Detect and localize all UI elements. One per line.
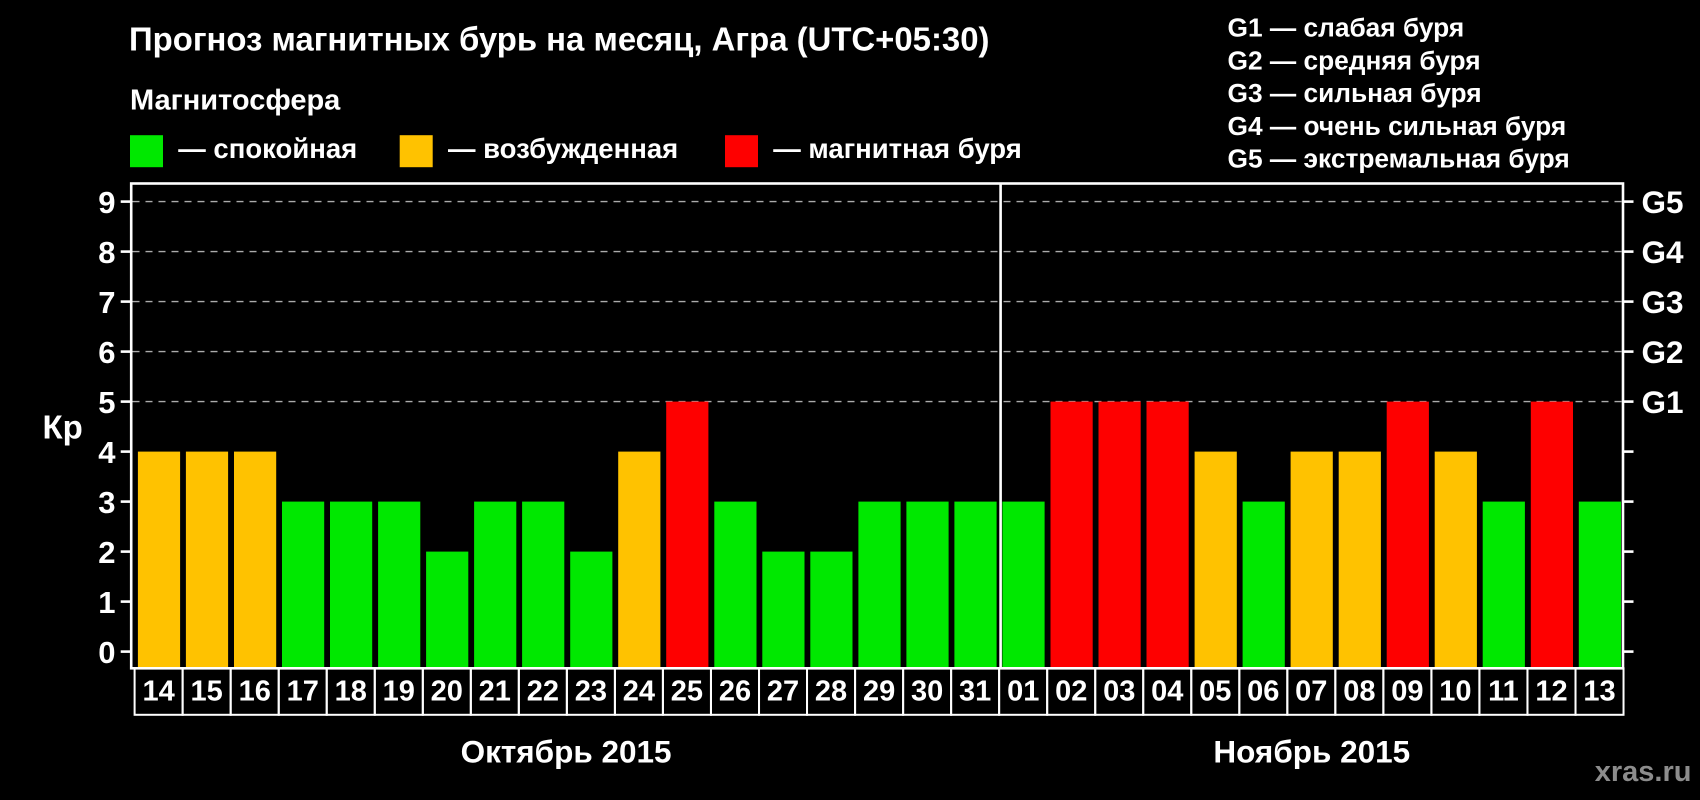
svg-text:06: 06: [1247, 676, 1279, 708]
svg-text:G3: G3: [1642, 284, 1684, 320]
svg-text:G5 — экстремальная буря: G5 — экстремальная буря: [1228, 144, 1570, 174]
svg-text:G4 — очень сильная буря: G4 — очень сильная буря: [1228, 111, 1567, 141]
svg-text:03: 03: [1103, 676, 1135, 708]
svg-text:G4: G4: [1642, 234, 1685, 270]
svg-text:13: 13: [1583, 676, 1615, 708]
svg-text:26: 26: [719, 676, 751, 708]
svg-text:21: 21: [479, 676, 511, 708]
svg-text:G2 — средняя буря: G2 — средняя буря: [1228, 45, 1481, 75]
svg-text:23: 23: [575, 676, 607, 708]
svg-text:xras.ru: xras.ru: [1595, 756, 1692, 788]
svg-text:Магнитосфера: Магнитосфера: [130, 85, 341, 117]
svg-text:G3 — сильная буря: G3 — сильная буря: [1228, 78, 1482, 108]
svg-text:16: 16: [239, 676, 271, 708]
svg-text:3: 3: [98, 485, 115, 520]
svg-text:05: 05: [1199, 676, 1231, 708]
svg-text:20: 20: [431, 676, 463, 708]
svg-text:11: 11: [1488, 676, 1519, 708]
svg-text:Октябрь 2015: Октябрь 2015: [461, 733, 672, 769]
svg-text:— спокойная: — спокойная: [178, 133, 357, 164]
svg-text:1: 1: [98, 585, 115, 620]
svg-text:17: 17: [287, 676, 319, 708]
svg-text:G2: G2: [1642, 334, 1684, 370]
svg-text:Ноябрь 2015: Ноябрь 2015: [1213, 733, 1410, 769]
svg-text:04: 04: [1151, 676, 1183, 708]
svg-text:09: 09: [1391, 676, 1423, 708]
svg-text:4: 4: [98, 435, 116, 470]
svg-text:6: 6: [98, 335, 115, 370]
svg-text:7: 7: [98, 285, 115, 320]
svg-text:12: 12: [1535, 676, 1567, 708]
svg-text:— магнитная буря: — магнитная буря: [773, 133, 1021, 164]
svg-text:9: 9: [98, 185, 115, 220]
svg-text:G1 — слабая буря: G1 — слабая буря: [1228, 13, 1465, 43]
svg-text:— возбужденная: — возбужденная: [448, 133, 678, 164]
svg-text:8: 8: [98, 235, 115, 270]
svg-text:G5: G5: [1642, 184, 1684, 220]
svg-text:15: 15: [190, 676, 222, 708]
svg-text:31: 31: [959, 676, 991, 708]
svg-text:18: 18: [335, 676, 367, 708]
svg-text:25: 25: [671, 676, 703, 708]
svg-text:5: 5: [98, 385, 115, 420]
svg-text:22: 22: [527, 676, 559, 708]
svg-text:19: 19: [383, 676, 415, 708]
svg-text:28: 28: [815, 676, 847, 708]
svg-text:14: 14: [142, 676, 174, 708]
svg-text:Кр: Кр: [43, 408, 83, 445]
svg-text:30: 30: [911, 676, 943, 708]
svg-text:24: 24: [623, 676, 655, 708]
svg-text:27: 27: [767, 676, 799, 708]
svg-text:Прогноз магнитных бурь на меся: Прогноз магнитных бурь на месяц, Агра (U…: [129, 21, 989, 58]
svg-text:0: 0: [98, 635, 115, 670]
svg-text:G1: G1: [1642, 384, 1684, 420]
svg-text:07: 07: [1295, 676, 1327, 708]
svg-text:01: 01: [1007, 676, 1039, 708]
svg-text:08: 08: [1343, 676, 1375, 708]
svg-text:2: 2: [98, 535, 115, 570]
svg-text:29: 29: [863, 676, 895, 708]
svg-text:02: 02: [1055, 676, 1087, 708]
svg-text:10: 10: [1439, 676, 1471, 708]
